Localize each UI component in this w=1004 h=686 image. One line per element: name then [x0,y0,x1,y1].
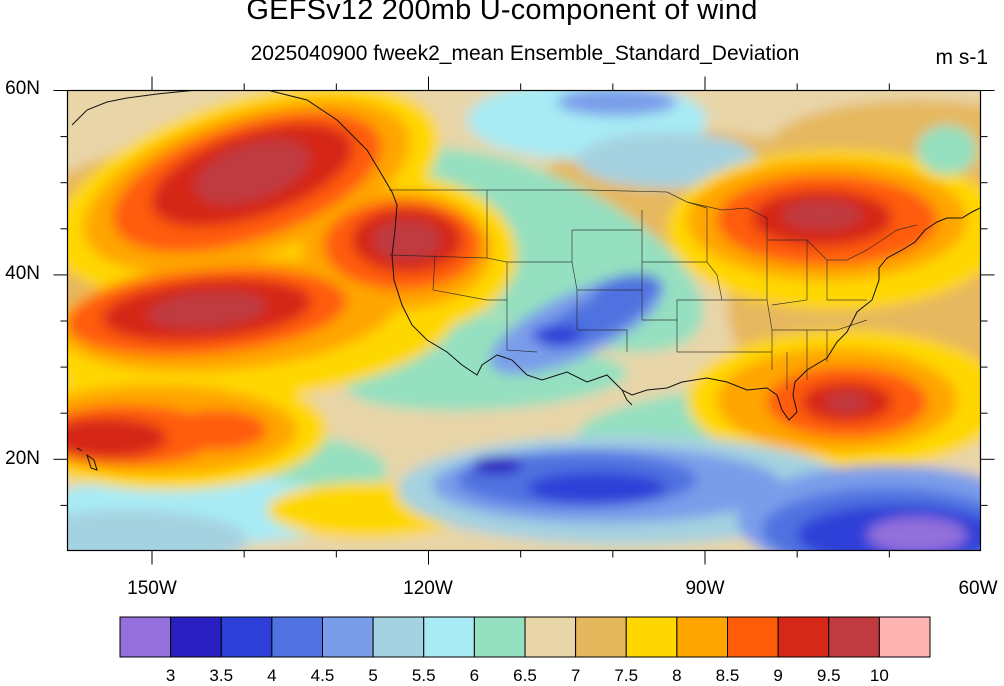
colorbar-swatch [625,616,678,658]
colorbar-label: 4 [267,666,277,685]
low-southwest-core [532,325,582,345]
colorbar-swatch [271,616,323,658]
colorbar-swatch [676,616,728,658]
contour-map-svg [67,90,980,550]
colorbar-label: 5.5 [411,666,436,685]
borders-east [642,208,868,390]
colorbar-swatch [777,616,830,658]
contour-map [67,90,980,550]
colorbar-label: 6.5 [513,666,537,685]
max-atlantic [825,392,869,412]
colorbar-label: 6 [469,666,480,685]
lat-label-60n: 60N [5,78,40,99]
colorbar-label: 9 [773,666,783,685]
coastlines [71,90,980,471]
colorbar-swatch [220,616,273,658]
colorbar-swatch [119,616,172,658]
borders-west [388,190,677,353]
colorbar-label: 8 [672,666,682,685]
colorbar-label: 3 [165,666,176,685]
low-deep-subtropics [527,472,667,504]
coast-pacific [71,90,498,376]
map-subtitle: 2025040900 fweek2_mean Ensemble_Standard… [250,42,800,65]
max-north-pacific [194,139,310,205]
units-label: m s-1 [935,46,989,69]
cool-band-northeast-edge [917,125,977,175]
max-mid-pacific [147,291,267,329]
low-north [557,90,677,116]
colorbar-label: 5 [368,666,378,685]
state-boundaries [388,189,918,390]
coast-hawaii [76,447,98,471]
low-core-southeast [867,517,967,550]
max-great-lakes [782,200,862,230]
colorbar-swatch [828,616,880,658]
max-oregon [372,220,442,260]
borders-north [686,201,918,251]
colorbar-label: 9.5 [816,666,841,685]
lon-label-120w: 120W [403,578,453,599]
coast-gulf-atlantic [496,207,980,421]
colorbar-swatch [170,616,222,658]
low-core-subtropics [472,456,522,474]
lon-label-150w: 150W [127,578,177,599]
colorbar-swatch [423,616,475,658]
lat-label-20n: 20N [5,448,40,469]
cool-band-pacific-edge [67,510,247,550]
lon-label-60w: 60W [958,578,998,599]
colorbar-swatch [575,616,627,658]
red-orange-hawaii-east [167,410,267,450]
colorbar-label: 7 [570,666,581,685]
colorbar-label: 4.5 [310,666,335,685]
colorbar-swatch [473,616,526,658]
red-hawaii [67,418,167,458]
lon-label-90w: 90W [685,578,725,599]
border-canada [389,189,708,209]
colorbar-swatch [372,616,425,658]
lat-label-40n: 40N [5,263,40,284]
colorbar-swatch [322,616,374,658]
colorbar-label: 3.5 [209,666,234,685]
colorbar-label: 7.5 [614,666,639,685]
colorbar-swatch [878,616,931,658]
coast-baja [621,389,633,406]
colorbar-swatch [727,616,779,658]
cool-band-north-core [577,132,757,188]
colorbar [119,616,931,658]
colorbar-swatch [524,616,577,658]
colorbar-label: 10 [869,666,889,685]
colorbar-label: 8.5 [715,666,740,685]
map-title: GEFSv12 200mb U-component of wind [246,0,758,26]
